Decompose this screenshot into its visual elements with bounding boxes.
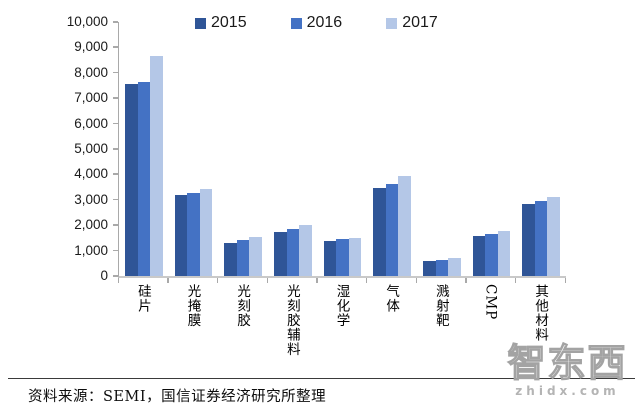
bar-2015-气体 (373, 188, 386, 276)
legend-item-2015: 2015 (195, 14, 247, 32)
watermark: 智东西 zhidx.com (500, 341, 635, 398)
bar-2015-溅射靶 (423, 261, 436, 276)
bar-2017-光刻胶辅料 (299, 225, 312, 276)
watermark-logo: 智东西 (507, 341, 628, 385)
x-axis-tick (415, 278, 417, 283)
bar-2016-光刻胶 (236, 240, 250, 276)
x-axis-tick (465, 278, 467, 283)
x-axis-tick (514, 278, 517, 283)
legend-label: 2017 (402, 14, 438, 31)
x-axis-label-光刻胶: 光刻胶 (234, 284, 251, 328)
y-axis-label: 2,000 (74, 217, 108, 233)
plot-area (118, 22, 566, 278)
y-axis-label: 3,000 (74, 191, 108, 207)
bar-2015-光掩膜 (174, 194, 188, 276)
y-axis-label: 1,000 (74, 242, 108, 258)
bar-2015-CMP (472, 235, 486, 276)
bar-2016-硅片 (137, 81, 151, 276)
bar-2016-光刻胶辅料 (286, 228, 300, 276)
bar-2016-湿化学 (336, 239, 349, 276)
x-axis-label-湿化学: 湿化学 (333, 284, 350, 328)
bar-group-光掩膜 (169, 22, 219, 276)
bar-group-其他材料 (516, 22, 566, 276)
bar-2017-湿化学 (348, 238, 362, 276)
legend-item-2016: 2016 (290, 14, 343, 32)
bar-2017-其他材料 (547, 196, 560, 276)
y-axis-tick (113, 21, 118, 23)
bar-2016-CMP (485, 233, 498, 276)
bar-2017-硅片 (150, 56, 163, 276)
bar-2017-溅射靶 (448, 258, 461, 276)
bar-group-光刻胶辅料 (268, 22, 318, 276)
legend-swatch-icon (290, 17, 302, 29)
y-axis-tick (113, 122, 118, 125)
legend-swatch-icon (195, 17, 206, 29)
chart-legend: 2015 2016 2017 (195, 14, 438, 32)
x-axis-tick (564, 278, 566, 283)
bar-2015-光刻胶 (224, 242, 237, 276)
bar-2016-气体 (385, 184, 399, 276)
y-axis-tick (113, 148, 118, 150)
legend-label: 2015 (211, 14, 247, 31)
bar-group-溅射靶 (417, 22, 467, 276)
y-axis-tick (113, 249, 118, 252)
y-axis-label: 10,000 (66, 14, 108, 29)
y-axis-tick (113, 275, 118, 277)
bar-2015-硅片 (125, 84, 138, 276)
bar-2015-湿化学 (323, 241, 337, 276)
y-axis-tick (113, 97, 118, 99)
bar-2017-气体 (398, 175, 411, 276)
y-axis-label: 6,000 (74, 115, 108, 131)
bar-2016-光掩膜 (187, 192, 200, 276)
x-axis-tick (365, 278, 368, 283)
y-axis-label: 5,000 (74, 141, 108, 156)
x-axis-label-光掩膜: 光掩膜 (184, 284, 201, 328)
y-axis-tick (113, 173, 118, 175)
bar-2015-光刻胶辅料 (274, 231, 287, 276)
bar-2015-其他材料 (522, 203, 535, 276)
x-axis-label-其他材料: 其他材料 (532, 284, 549, 342)
x-axis-label-硅片: 硅片 (134, 284, 151, 313)
y-axis-label: 7,000 (74, 90, 108, 106)
x-axis-label-CMP: CMP (482, 284, 499, 321)
x-axis-tick (316, 278, 318, 283)
y-axis-label: 9,000 (74, 39, 108, 55)
bar-2017-光掩膜 (199, 188, 213, 276)
y-axis-tick (113, 224, 118, 226)
bar-2016-其他材料 (534, 200, 548, 276)
y-axis-label: 0 (100, 268, 108, 283)
bar-2017-CMP (497, 230, 511, 276)
y-axis-label: 8,000 (74, 64, 108, 80)
y-axis-tick (113, 198, 118, 201)
x-axis-tick (167, 278, 169, 283)
footer-divider (8, 378, 635, 379)
y-axis-tick (113, 71, 118, 74)
source-note: 资料来源：SEMI，国信证券经济研究所整理 (28, 389, 327, 405)
x-axis-tick (216, 278, 219, 283)
legend-swatch-icon (386, 17, 398, 29)
y-axis-tick (113, 46, 118, 48)
legend-label: 2016 (306, 14, 343, 31)
bar-2017-光刻胶 (249, 236, 262, 276)
x-axis-tick (117, 278, 119, 283)
watermark-url: zhidx.com (515, 384, 620, 398)
y-axis-label: 4,000 (74, 166, 108, 182)
x-axis-label-气体: 气体 (383, 284, 400, 313)
bar-group-CMP (467, 22, 517, 276)
bar-2016-溅射靶 (435, 259, 449, 276)
bar-group-光刻胶 (218, 22, 268, 276)
bar-group-硅片 (119, 22, 169, 276)
bar-group-气体 (367, 22, 417, 276)
x-axis-tick (266, 278, 268, 283)
x-axis-label-光刻胶辅料: 光刻胶辅料 (283, 284, 300, 357)
bar-group-湿化学 (318, 22, 368, 276)
legend-item-2017: 2017 (386, 14, 438, 32)
x-axis-label-溅射靶: 溅射靶 (432, 284, 449, 328)
